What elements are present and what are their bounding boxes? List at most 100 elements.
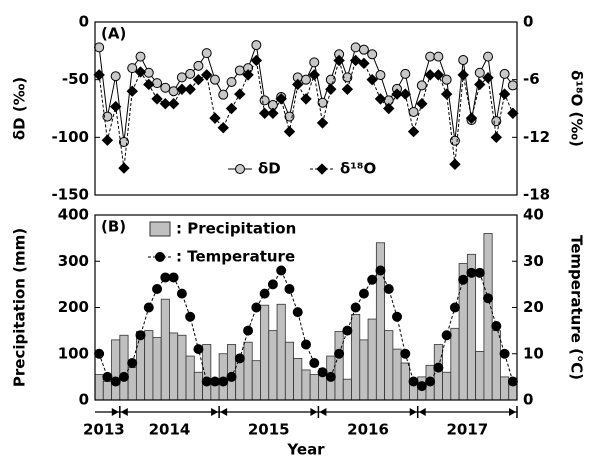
bar bbox=[500, 376, 510, 401]
marker bbox=[118, 371, 129, 382]
marker bbox=[259, 288, 270, 299]
marker bbox=[499, 68, 510, 79]
marker bbox=[93, 69, 105, 81]
marker bbox=[383, 284, 394, 294]
x-group-arrow bbox=[120, 408, 128, 416]
y2-axis-label: δ¹⁸O (‰) bbox=[568, 70, 586, 147]
marker bbox=[449, 302, 460, 313]
marker bbox=[127, 358, 138, 368]
x-group-arrow bbox=[111, 408, 119, 416]
marker bbox=[507, 107, 519, 120]
marker bbox=[101, 134, 114, 146]
bar bbox=[342, 378, 352, 401]
legend-label: δD bbox=[258, 160, 281, 178]
marker bbox=[490, 131, 503, 144]
legend-label: : Precipitation bbox=[176, 220, 296, 238]
x-tick-label: 2015 bbox=[248, 421, 290, 439]
marker bbox=[374, 93, 387, 105]
marker bbox=[400, 68, 411, 79]
y-tick-label: 200 bbox=[58, 298, 89, 316]
marker bbox=[350, 42, 361, 53]
marker bbox=[483, 293, 494, 304]
bar bbox=[127, 367, 137, 401]
marker bbox=[441, 74, 452, 85]
marker bbox=[367, 274, 378, 285]
marker bbox=[499, 348, 510, 359]
marker bbox=[433, 362, 444, 373]
marker bbox=[466, 267, 477, 278]
marker bbox=[349, 54, 362, 67]
panel-label: (B) bbox=[101, 218, 126, 236]
marker bbox=[366, 73, 378, 86]
bar bbox=[483, 233, 493, 401]
marker bbox=[201, 376, 212, 387]
marker bbox=[482, 72, 494, 84]
legend-label: : Temperature bbox=[176, 248, 295, 266]
bar bbox=[268, 330, 278, 401]
marker bbox=[301, 339, 311, 350]
y-tick-label: -100 bbox=[51, 128, 89, 146]
marker bbox=[126, 85, 138, 97]
bar bbox=[152, 337, 162, 401]
marker bbox=[358, 44, 369, 55]
marker bbox=[465, 112, 478, 124]
marker bbox=[127, 63, 138, 74]
marker bbox=[358, 57, 370, 70]
marker bbox=[226, 371, 237, 382]
marker bbox=[134, 66, 147, 78]
bar bbox=[102, 381, 112, 401]
marker bbox=[457, 69, 469, 81]
marker bbox=[135, 51, 146, 62]
marker bbox=[458, 55, 469, 66]
marker bbox=[143, 78, 155, 91]
y2-tick-label: 0 bbox=[523, 391, 533, 409]
marker bbox=[110, 376, 121, 387]
x-tick-label: 2016 bbox=[347, 421, 389, 439]
marker bbox=[440, 88, 453, 100]
marker bbox=[209, 376, 220, 387]
bar bbox=[400, 362, 410, 401]
bar bbox=[384, 330, 394, 401]
marker bbox=[176, 83, 188, 95]
marker bbox=[407, 125, 420, 138]
marker bbox=[292, 78, 304, 91]
x-group-arrow bbox=[220, 408, 228, 416]
bar bbox=[185, 355, 195, 401]
marker bbox=[243, 325, 254, 336]
y2-tick-label: 0 bbox=[523, 13, 533, 31]
marker bbox=[234, 65, 245, 76]
marker bbox=[375, 70, 386, 81]
marker bbox=[507, 80, 518, 91]
bar bbox=[359, 339, 369, 401]
marker bbox=[184, 83, 196, 95]
marker bbox=[209, 112, 221, 124]
marker bbox=[483, 51, 494, 62]
marker bbox=[200, 69, 213, 81]
marker bbox=[176, 72, 187, 83]
marker bbox=[316, 117, 329, 129]
marker bbox=[375, 265, 386, 276]
y2-tick-label: 30 bbox=[523, 252, 544, 270]
marker bbox=[242, 69, 254, 81]
bar bbox=[260, 304, 270, 401]
marker bbox=[160, 272, 171, 283]
x-group-arrow bbox=[509, 408, 516, 416]
y-tick-label: 300 bbox=[58, 252, 89, 270]
marker bbox=[301, 74, 311, 85]
y2-axis-label: Temperature (℃) bbox=[568, 235, 586, 380]
bar bbox=[111, 339, 121, 401]
marker bbox=[399, 88, 412, 100]
marker bbox=[425, 51, 436, 62]
marker bbox=[159, 97, 172, 110]
legend-marker bbox=[316, 163, 328, 175]
marker bbox=[416, 80, 427, 91]
bar bbox=[177, 334, 187, 401]
marker bbox=[258, 107, 271, 120]
marker bbox=[185, 68, 196, 79]
marker bbox=[309, 57, 320, 68]
marker bbox=[416, 381, 427, 392]
marker bbox=[474, 67, 485, 78]
marker bbox=[383, 102, 395, 115]
bar bbox=[367, 318, 377, 401]
marker bbox=[433, 51, 444, 62]
